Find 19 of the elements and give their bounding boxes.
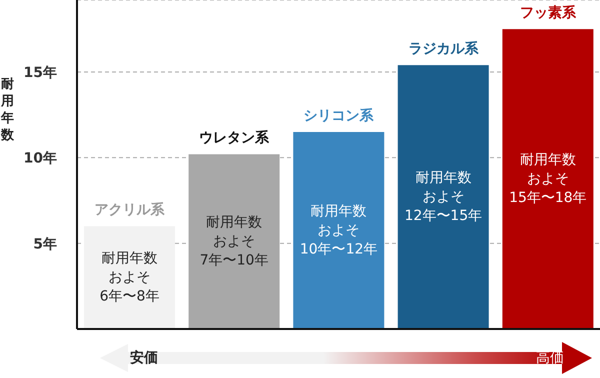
data-label: 耐用年数およそ15年〜18年 [509, 152, 587, 206]
bar [398, 65, 489, 329]
data-label: 耐用年数およそ10年〜12年 [300, 203, 378, 258]
x-tick-label: アクリル系 [94, 202, 166, 218]
y-tick-label: 5年 [33, 236, 57, 252]
y-tick-label: 15年 [24, 64, 57, 81]
y-axis-title: 耐用年数 [1, 76, 15, 144]
data-label: 耐用年数およそ6年〜8年 [100, 250, 160, 304]
data-label: 耐用年数およそ12年〜15年 [404, 170, 482, 224]
x-tick-label: ラジカル系 [408, 41, 480, 58]
bar [293, 132, 384, 329]
bar [84, 226, 175, 329]
y-tick-label: 10年 [24, 150, 57, 167]
data-label: 耐用年数およそ7年〜10年 [200, 214, 268, 268]
bar [502, 29, 594, 329]
text: 安価 [130, 348, 158, 368]
x-tick-label: シリコン系 [304, 108, 375, 124]
x-tick-label: フッ素系 [520, 5, 577, 22]
x-tick-label: ウレタン系 [199, 130, 270, 146]
